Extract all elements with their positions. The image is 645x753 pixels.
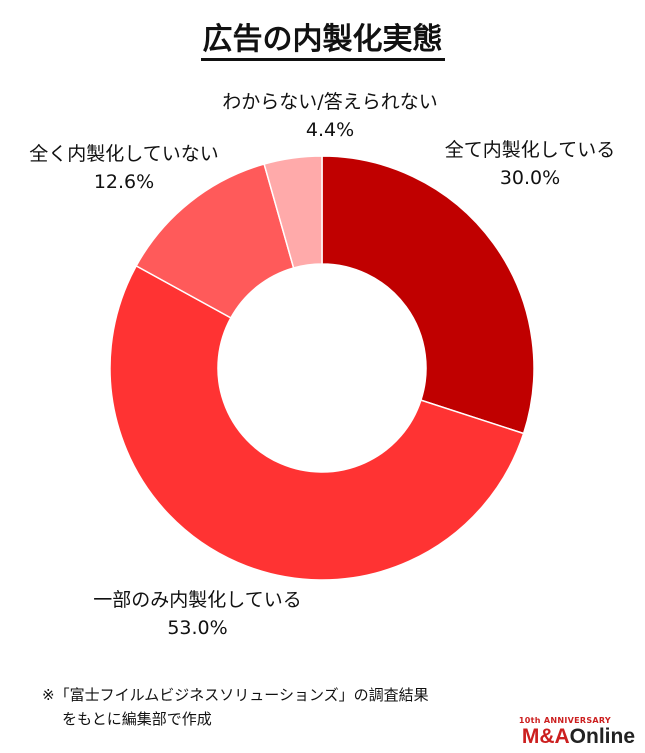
source-note-line2: をもとに編集部で作成 bbox=[62, 710, 212, 728]
slice-label-none-inhouse: 全く内製化していない 12.6% bbox=[29, 143, 219, 193]
site-logo: 10th ANNIVERSARY M&AOnline bbox=[519, 716, 635, 749]
logo-brand-online: Online bbox=[569, 725, 635, 748]
slice-label-partial-inhouse: 一部のみ内製化している 53.0% bbox=[93, 589, 302, 639]
logo-anniversary-text: 10th ANNIVERSARY bbox=[518, 716, 611, 725]
chart-title: 広告の内製化実態 bbox=[0, 14, 645, 61]
donut-slice-partial-inhouse bbox=[109, 264, 525, 581]
source-note: ※「富士フイルムビジネスソリューションズ」の調査結果 をもとに編集部で作成 bbox=[42, 683, 429, 731]
donut-slice-unknown bbox=[263, 155, 323, 269]
slice-label-all-inhouse: 全て内製化している 30.0% bbox=[444, 139, 616, 189]
logo-brand-ma: M&A bbox=[521, 725, 570, 748]
source-note-line1: ※「富士フイルムビジネスソリューションズ」の調査結果 bbox=[42, 686, 429, 704]
slice-label-unknown: わからない/答えられない 4.4% bbox=[222, 91, 438, 141]
donut-slice-all-inhouse bbox=[321, 155, 535, 435]
